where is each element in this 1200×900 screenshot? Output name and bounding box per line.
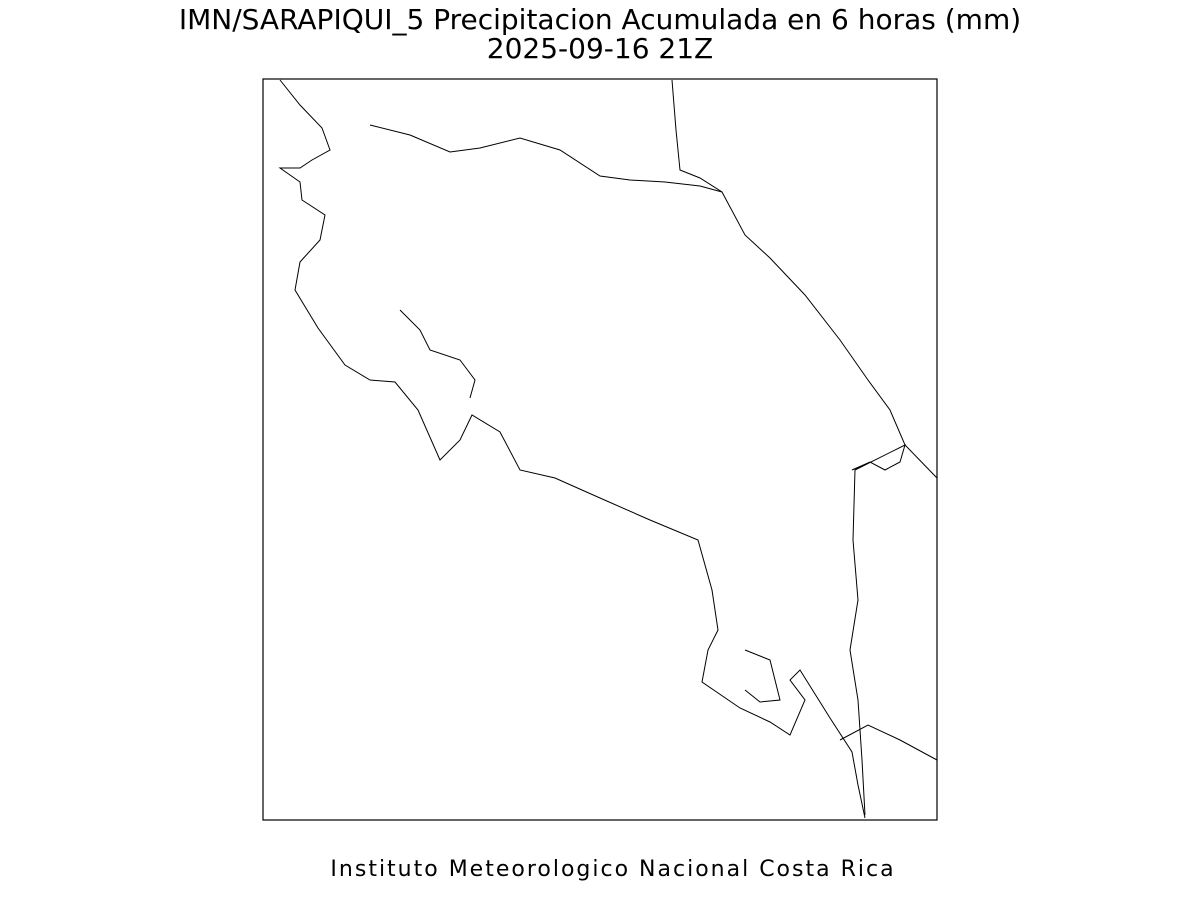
coastline xyxy=(399,309,476,399)
plot-frame xyxy=(262,78,938,821)
footer: Instituto Meteorologico Nacional Costa R… xyxy=(330,857,895,882)
coastline xyxy=(278,79,866,819)
border xyxy=(369,124,723,193)
coastlines xyxy=(278,79,937,819)
coastline xyxy=(839,724,937,761)
coastline xyxy=(744,649,781,703)
map-subtitle: 2025-09-16 21Z xyxy=(487,32,713,65)
border xyxy=(849,444,906,816)
map-title: IMN/SARAPIQUI_5 Precipitacion Acumulada … xyxy=(179,3,1021,36)
coastline xyxy=(671,79,937,479)
